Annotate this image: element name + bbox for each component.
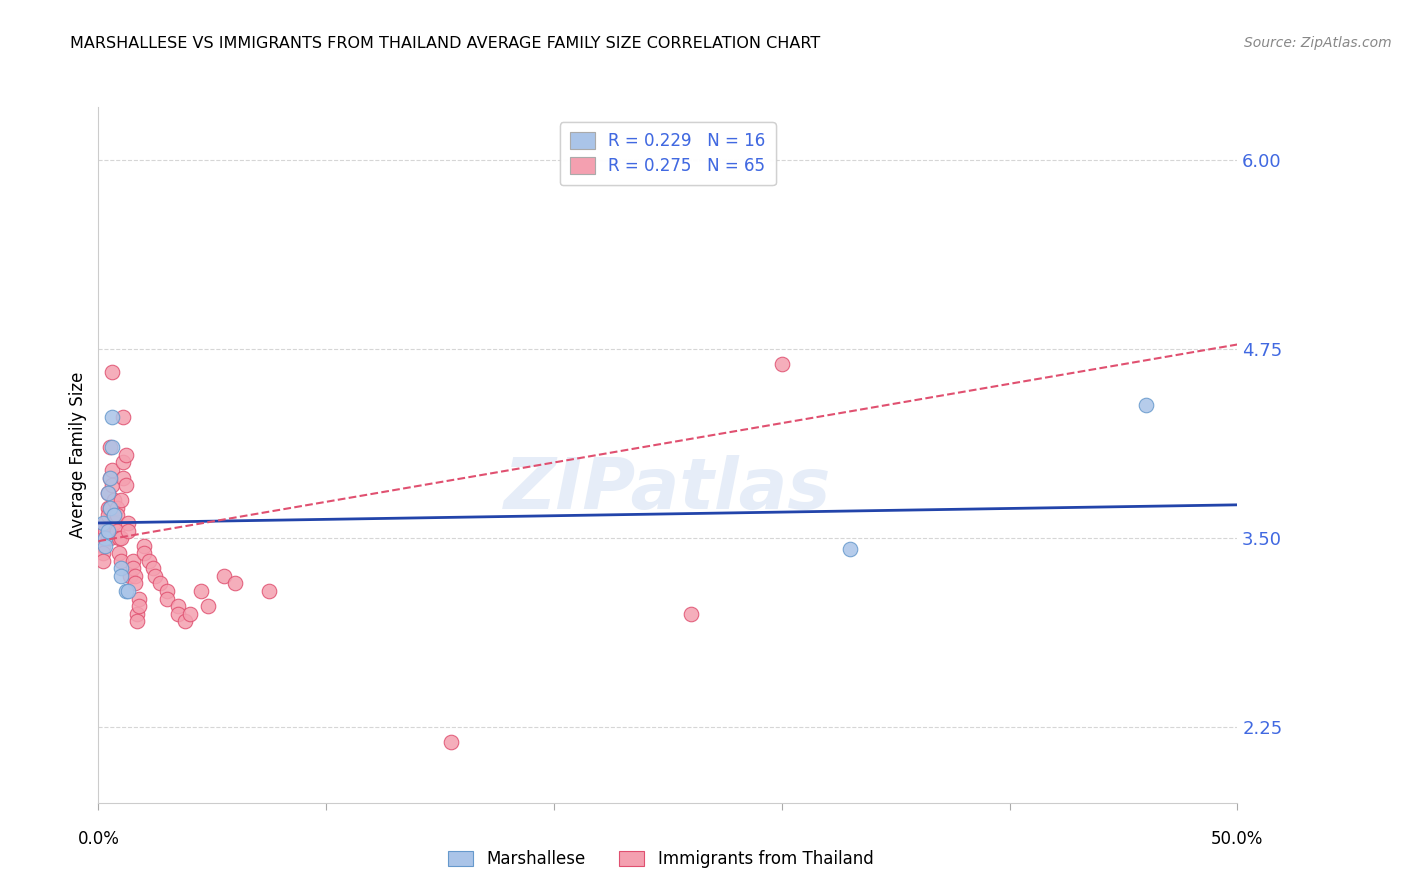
Point <box>149 576 172 591</box>
Point <box>138 554 160 568</box>
Point <box>224 576 246 591</box>
Point <box>117 516 139 530</box>
Point <box>124 576 146 591</box>
Point <box>128 599 150 614</box>
Text: 50.0%: 50.0% <box>1211 830 1264 847</box>
Legend: R = 0.229   N = 16, R = 0.275   N = 65: R = 0.229 N = 16, R = 0.275 N = 65 <box>560 122 776 186</box>
Point <box>101 441 124 455</box>
Point <box>101 463 124 477</box>
Point <box>94 531 117 545</box>
Point <box>98 500 121 515</box>
Point <box>156 591 179 606</box>
Point <box>124 569 146 583</box>
Point <box>91 516 114 530</box>
Point <box>110 493 132 508</box>
Point <box>94 539 117 553</box>
Point <box>679 607 702 621</box>
Point <box>101 478 124 492</box>
Point <box>91 546 114 560</box>
Point <box>110 569 132 583</box>
Point <box>94 524 117 538</box>
Point <box>179 607 201 621</box>
Point <box>91 539 114 553</box>
Point <box>145 569 167 583</box>
Point <box>117 524 139 538</box>
Point <box>120 569 142 583</box>
Point <box>96 524 118 538</box>
Point <box>110 531 132 545</box>
Text: 0.0%: 0.0% <box>77 830 120 847</box>
Point <box>132 546 155 560</box>
Point <box>114 448 136 462</box>
Point <box>105 524 128 538</box>
Point <box>98 470 121 484</box>
Point <box>1135 398 1157 412</box>
Point <box>101 410 124 425</box>
Point <box>127 615 149 629</box>
Point <box>98 531 121 545</box>
Point <box>110 554 132 568</box>
Point <box>112 470 135 484</box>
Point <box>440 735 463 749</box>
Point <box>114 478 136 492</box>
Y-axis label: Average Family Size: Average Family Size <box>69 372 87 538</box>
Text: Source: ZipAtlas.com: Source: ZipAtlas.com <box>1244 36 1392 50</box>
Point <box>259 584 281 599</box>
Point <box>94 531 117 545</box>
Point <box>105 508 128 523</box>
Point <box>90 531 112 545</box>
Point <box>101 365 124 379</box>
Point <box>128 591 150 606</box>
Point <box>103 508 125 523</box>
Point <box>156 584 179 599</box>
Point <box>110 561 132 575</box>
Point <box>121 561 143 575</box>
Point <box>98 500 121 515</box>
Point <box>98 470 121 484</box>
Point <box>190 584 212 599</box>
Point <box>98 441 121 455</box>
Legend: Marshallese, Immigrants from Thailand: Marshallese, Immigrants from Thailand <box>441 844 880 875</box>
Text: ZIPatlas: ZIPatlas <box>505 455 831 524</box>
Point <box>174 615 197 629</box>
Point <box>770 357 793 371</box>
Point <box>91 554 114 568</box>
Point <box>108 546 131 560</box>
Text: MARSHALLESE VS IMMIGRANTS FROM THAILAND AVERAGE FAMILY SIZE CORRELATION CHART: MARSHALLESE VS IMMIGRANTS FROM THAILAND … <box>70 36 821 51</box>
Point <box>96 485 118 500</box>
Point <box>114 584 136 599</box>
Point <box>127 607 149 621</box>
Point <box>96 500 118 515</box>
Point <box>167 599 190 614</box>
Point <box>839 541 862 556</box>
Point <box>142 561 165 575</box>
Point <box>112 455 135 469</box>
Point <box>94 516 117 530</box>
Point <box>167 607 190 621</box>
Point <box>96 531 118 545</box>
Point <box>96 485 118 500</box>
Point <box>108 531 131 545</box>
Point <box>132 539 155 553</box>
Point <box>103 508 125 523</box>
Point <box>105 500 128 515</box>
Point <box>103 493 125 508</box>
Point <box>121 554 143 568</box>
Point <box>112 410 135 425</box>
Point <box>117 584 139 599</box>
Point <box>197 599 219 614</box>
Point <box>212 569 235 583</box>
Point <box>103 516 125 530</box>
Point <box>96 508 118 523</box>
